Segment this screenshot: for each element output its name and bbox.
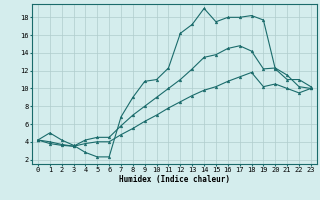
X-axis label: Humidex (Indice chaleur): Humidex (Indice chaleur)	[119, 175, 230, 184]
